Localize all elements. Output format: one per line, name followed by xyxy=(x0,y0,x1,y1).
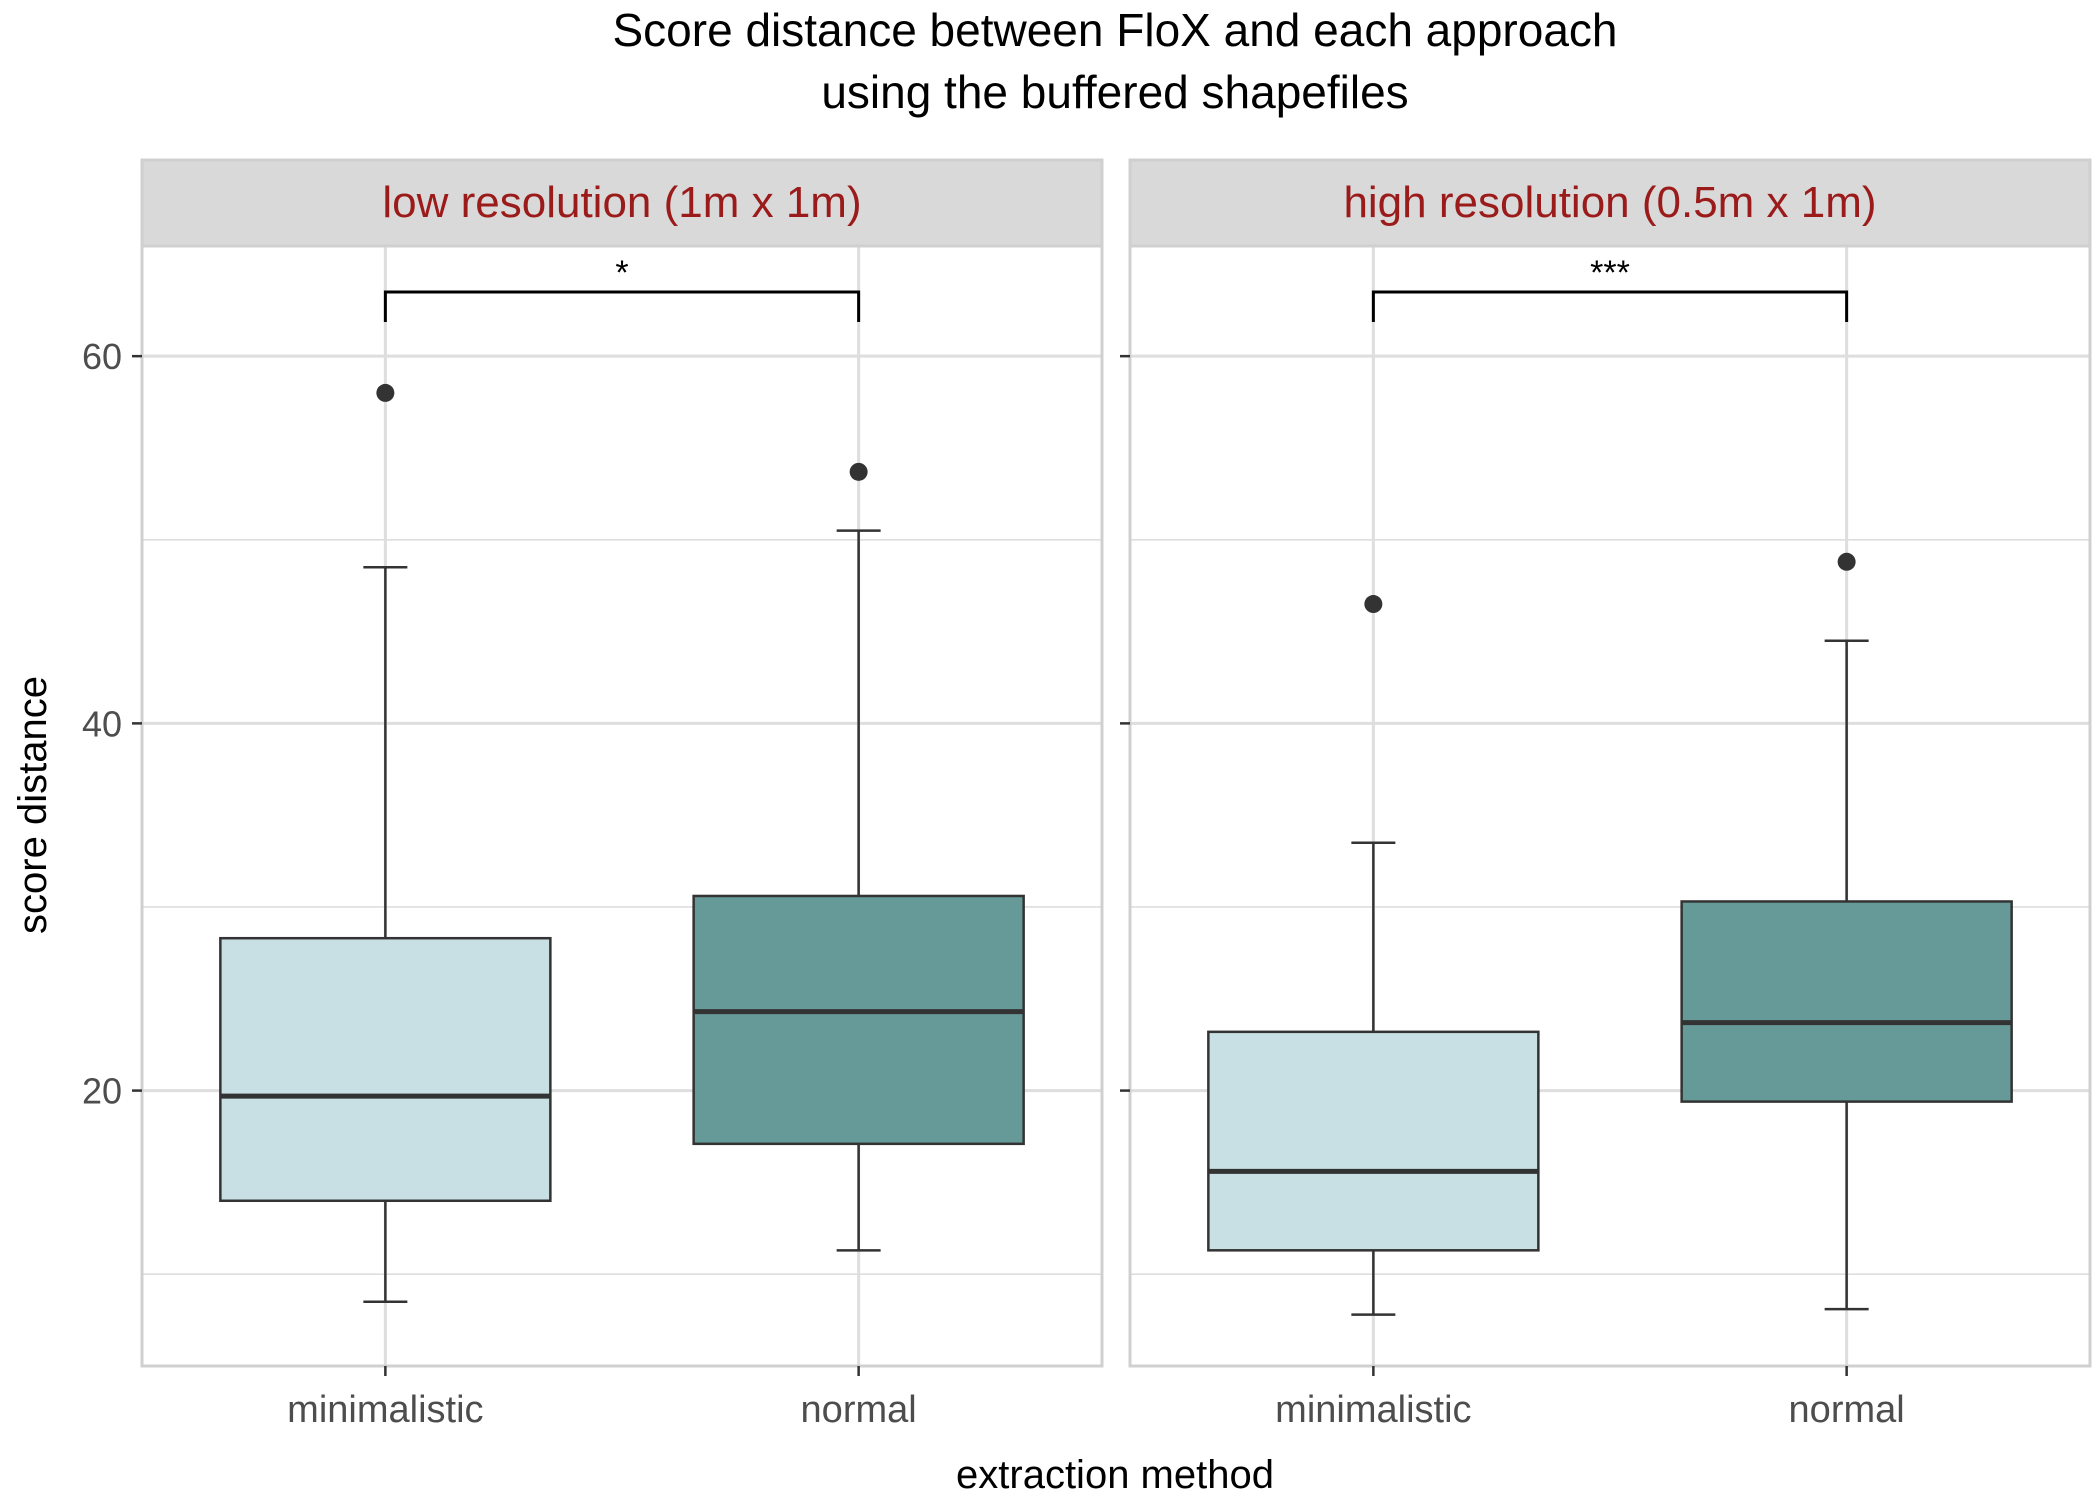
y-tick-label: 20 xyxy=(82,1071,122,1112)
facet-strip xyxy=(140,158,1104,248)
facet-strip xyxy=(1128,158,2092,248)
outlier-point xyxy=(849,462,868,481)
x-tick-label: normal xyxy=(801,1389,917,1431)
box-minimalistic xyxy=(219,383,552,1303)
box-iqr xyxy=(219,936,552,1203)
box-iqr xyxy=(692,894,1025,1146)
outlier-point xyxy=(1364,595,1383,614)
significance-bracket xyxy=(1371,290,1849,322)
facet-panel: *** high resolution (0.5m x 1m) minimalist… xyxy=(1120,158,2092,1431)
y-axis-label: score distance xyxy=(11,676,55,934)
y-tick-label: 60 xyxy=(82,336,122,377)
facet-strip-label: low resolution (1m x 1m) xyxy=(382,178,861,227)
box-normal xyxy=(1680,552,2013,1311)
box-minimalistic xyxy=(1207,595,1540,1316)
x-tick-label: minimalistic xyxy=(1275,1389,1471,1431)
significance-label: *** xyxy=(1590,254,1630,292)
significance-bracket xyxy=(383,290,861,322)
outlier-point xyxy=(376,383,395,402)
facet-panels: * low resolution (1m x 1m) minimalistic nor… xyxy=(82,158,2092,1431)
x-axis-label: extraction method xyxy=(956,1453,1274,1497)
chart-title: Score distance between FloX and each app… xyxy=(613,4,1618,56)
y-tick-label: 40 xyxy=(82,703,122,744)
outlier-point xyxy=(1837,552,1856,571)
box-normal xyxy=(692,462,1025,1252)
x-tick-label: minimalistic xyxy=(287,1389,483,1431)
box-iqr xyxy=(1680,900,2013,1103)
significance-label: * xyxy=(615,254,628,292)
chart-subtitle: using the buffered shapefiles xyxy=(821,66,1408,118)
facet-panel: * low resolution (1m x 1m) minimalistic nor… xyxy=(132,158,1104,1431)
x-tick-label: normal xyxy=(1789,1389,1905,1431)
box-iqr xyxy=(1207,1030,1540,1252)
facet-strip-label: high resolution (0.5m x 1m) xyxy=(1343,178,1876,227)
